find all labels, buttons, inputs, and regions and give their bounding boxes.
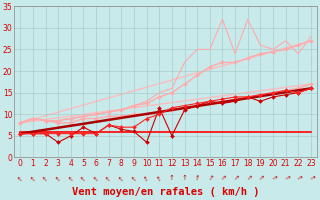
Text: ↑: ↑ xyxy=(143,175,151,183)
Text: ↑: ↑ xyxy=(16,175,24,183)
Text: ↑: ↑ xyxy=(256,175,265,183)
Text: ↑: ↑ xyxy=(29,175,37,183)
Text: ↑: ↑ xyxy=(117,175,125,183)
Text: ↑: ↑ xyxy=(155,175,163,183)
Text: ↑: ↑ xyxy=(181,175,188,181)
Text: ↑: ↑ xyxy=(130,175,138,183)
Text: ↑: ↑ xyxy=(231,175,239,183)
Text: ↑: ↑ xyxy=(206,175,214,183)
Text: ↑: ↑ xyxy=(169,175,175,181)
Text: ↑: ↑ xyxy=(244,175,252,183)
Text: ↑: ↑ xyxy=(54,175,62,183)
Text: ↑: ↑ xyxy=(218,175,227,183)
Text: ↑: ↑ xyxy=(92,175,100,183)
Text: ↑: ↑ xyxy=(194,175,201,182)
Text: ↑: ↑ xyxy=(269,175,277,183)
Text: ↑: ↑ xyxy=(67,175,75,183)
Text: ↑: ↑ xyxy=(282,175,290,183)
Text: ↑: ↑ xyxy=(105,175,113,183)
Text: ↑: ↑ xyxy=(79,175,88,183)
Text: ↑: ↑ xyxy=(307,175,315,183)
Text: ↑: ↑ xyxy=(294,175,302,183)
X-axis label: Vent moyen/en rafales ( km/h ): Vent moyen/en rafales ( km/h ) xyxy=(72,187,259,197)
Text: ↑: ↑ xyxy=(41,175,50,183)
